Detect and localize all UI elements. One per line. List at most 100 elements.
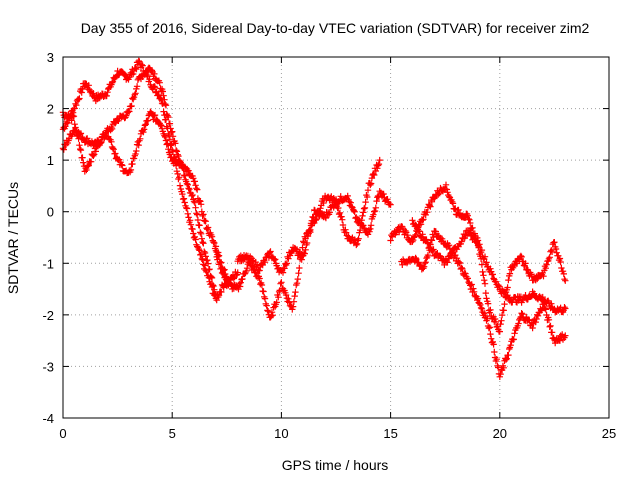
- data-point: [158, 122, 175, 161]
- data-point: [147, 66, 164, 92]
- data-point: [354, 215, 372, 238]
- data-point: [343, 192, 361, 226]
- data-point: [125, 138, 142, 176]
- data-point: [442, 181, 459, 213]
- data-point: [409, 254, 426, 273]
- x-tick-label: 15: [383, 426, 397, 441]
- data-point: [125, 75, 142, 115]
- x-tick-label: 10: [274, 426, 288, 441]
- data-point: [343, 232, 361, 249]
- y-tick-label: 3: [47, 50, 54, 65]
- data-point: [485, 306, 503, 335]
- y-tick-label: 1: [47, 153, 54, 168]
- chart-title: Day 355 of 2016, Sidereal Day-to-day VTE…: [81, 20, 590, 36]
- data-point: [518, 292, 535, 306]
- data-point: [562, 305, 569, 312]
- data-point: [201, 249, 219, 298]
- data-point: [496, 270, 514, 335]
- data-point: [540, 239, 557, 280]
- data-point: [496, 344, 514, 380]
- data-point: [529, 288, 546, 304]
- data-point: [376, 156, 383, 164]
- grid-layer: [63, 57, 609, 418]
- tick-layer: 0 5 10 15 20 25 -4 -3 -2 -1 0 1 2 3: [42, 50, 616, 441]
- data-point: [147, 108, 164, 128]
- data-point: [518, 310, 535, 329]
- series-layer: [59, 57, 569, 380]
- data-point: [103, 72, 120, 100]
- data-point: [540, 301, 557, 342]
- y-tick-label: -4: [42, 411, 54, 426]
- series-2: [59, 64, 220, 298]
- data-point: [114, 67, 131, 83]
- data-point: [212, 247, 230, 287]
- data-point: [518, 253, 535, 280]
- data-point: [256, 275, 273, 321]
- data-point: [485, 265, 503, 291]
- y-axis-label: SDTVAR / TECUs: [5, 182, 21, 294]
- y-tick-label: -2: [42, 308, 54, 323]
- data-point: [452, 227, 470, 253]
- data-point: [190, 198, 208, 255]
- data-point: [289, 244, 306, 263]
- series-8: [409, 217, 569, 335]
- data-point: [474, 295, 492, 330]
- data-point: [245, 253, 262, 274]
- data-point: [125, 57, 142, 83]
- data-point: [463, 227, 481, 247]
- data-point: [463, 275, 481, 304]
- y-tick-label: 0: [47, 205, 54, 220]
- data-point: [278, 248, 295, 276]
- data-point: [136, 110, 153, 144]
- data-point: [201, 217, 219, 252]
- data-point: [267, 280, 284, 321]
- data-point: [562, 277, 569, 284]
- data-point: [452, 206, 470, 221]
- data-point: [474, 242, 492, 307]
- plot-frame: [62, 56, 610, 419]
- data-point: [452, 255, 470, 280]
- data-point: [70, 113, 88, 170]
- data-point: [92, 90, 110, 105]
- data-point: [409, 217, 426, 242]
- data-point: [234, 269, 241, 276]
- x-tick-label: 20: [493, 426, 507, 441]
- y-tick-label: -1: [42, 256, 54, 271]
- data-point: [562, 332, 569, 339]
- data-point: [190, 233, 208, 273]
- data-point: [81, 135, 99, 149]
- data-point: [529, 301, 546, 332]
- y-tick-label: 2: [47, 102, 54, 117]
- data-point: [223, 280, 241, 293]
- data-point: [387, 201, 394, 208]
- series-1: [59, 57, 230, 304]
- data-point: [234, 261, 252, 293]
- data-point: [179, 195, 197, 237]
- data-point: [158, 85, 175, 136]
- data-point: [420, 236, 437, 255]
- x-tick-label: 0: [59, 426, 66, 441]
- data-point: [551, 304, 568, 316]
- data-point: [551, 239, 568, 283]
- data-point: [92, 129, 110, 155]
- x-tick-label: 25: [602, 426, 616, 441]
- series-5: [234, 188, 394, 276]
- data-point: [179, 163, 197, 182]
- data-point: [551, 331, 568, 347]
- y-tick-label: -3: [42, 359, 54, 374]
- data-point: [485, 324, 503, 378]
- data-point: [365, 192, 383, 235]
- x-axis-label: GPS time / hours: [282, 457, 389, 473]
- data-point: [212, 291, 220, 298]
- data-point: [147, 81, 164, 102]
- data-point: [190, 178, 208, 224]
- data-point: [81, 80, 99, 102]
- data-point: [278, 279, 295, 310]
- data-point: [321, 201, 339, 222]
- data-point: [300, 213, 317, 259]
- data-point: [81, 145, 99, 175]
- x-tick-label: 5: [169, 426, 176, 441]
- data-point: [136, 64, 153, 83]
